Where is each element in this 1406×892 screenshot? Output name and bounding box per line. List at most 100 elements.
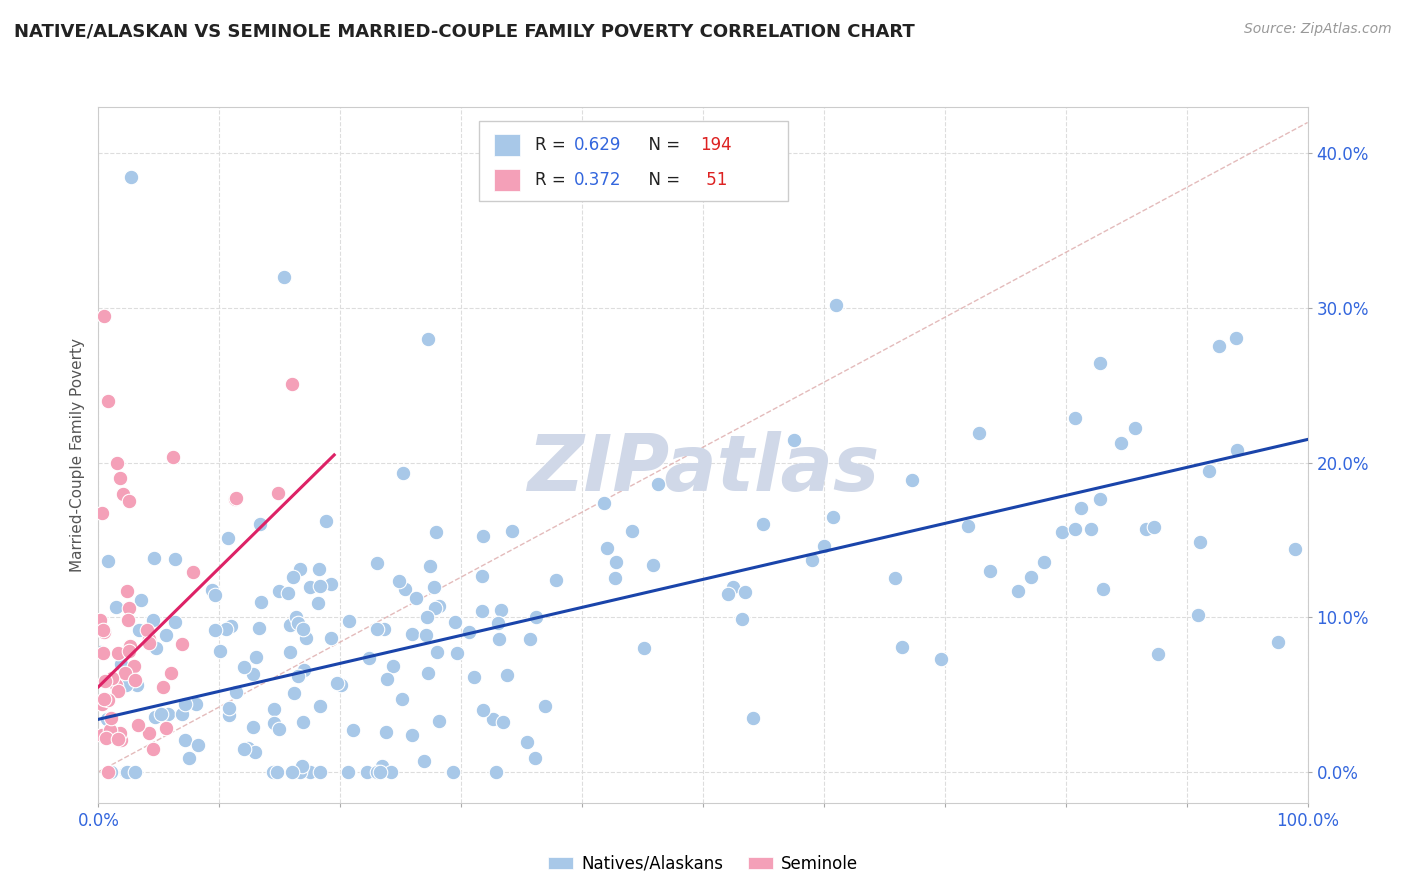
Point <box>824 298 846 312</box>
Point <box>118 640 141 655</box>
Point <box>97 393 120 408</box>
Point <box>204 589 226 603</box>
Point <box>884 571 907 585</box>
Point <box>366 764 388 779</box>
Point <box>308 764 330 779</box>
Point <box>401 627 423 641</box>
Text: R =: R = <box>534 136 571 154</box>
Point <box>214 622 236 636</box>
Point <box>118 494 141 508</box>
Point <box>93 309 115 323</box>
Point <box>267 584 290 599</box>
Point <box>299 764 322 779</box>
Point <box>342 723 364 737</box>
Point <box>1123 421 1146 435</box>
Text: R =: R = <box>534 170 571 189</box>
Point <box>157 706 180 721</box>
Point <box>1019 570 1042 584</box>
Point <box>118 644 141 658</box>
Point <box>138 632 160 646</box>
Point <box>97 764 120 779</box>
Point <box>236 741 259 756</box>
Point <box>486 616 509 631</box>
Point <box>100 711 122 725</box>
Point <box>262 764 284 779</box>
Point <box>97 554 120 568</box>
Point <box>291 714 314 729</box>
Point <box>283 570 305 584</box>
Point <box>1070 500 1092 515</box>
Point <box>489 603 512 617</box>
Point <box>225 491 247 505</box>
Text: 0.629: 0.629 <box>574 136 621 154</box>
Point <box>250 595 273 609</box>
Point <box>117 613 139 627</box>
Point <box>163 615 186 629</box>
Point <box>309 579 332 593</box>
Point <box>1187 608 1209 623</box>
Point <box>183 566 205 580</box>
Text: Source: ZipAtlas.com: Source: ZipAtlas.com <box>1244 22 1392 37</box>
Point <box>108 725 131 739</box>
Point <box>415 628 437 642</box>
Point <box>204 623 226 637</box>
Y-axis label: Married-Couple Family Poverty: Married-Couple Family Poverty <box>70 338 86 572</box>
Point <box>1080 522 1102 536</box>
Point <box>544 573 567 587</box>
Point <box>105 678 128 692</box>
Point <box>108 471 131 485</box>
Point <box>416 610 439 624</box>
Point <box>174 733 197 747</box>
Point <box>145 640 167 655</box>
Point <box>394 582 416 596</box>
Point <box>209 643 232 657</box>
Point <box>277 585 299 599</box>
Point <box>427 599 450 613</box>
Point <box>280 376 302 391</box>
Point <box>107 732 129 747</box>
Bar <box>494 135 520 156</box>
Point <box>307 596 329 610</box>
Point <box>377 673 399 687</box>
Point <box>471 604 494 618</box>
Point <box>742 711 765 725</box>
Point <box>356 764 378 779</box>
Point <box>107 646 129 660</box>
Point <box>165 551 187 566</box>
Point <box>458 624 481 639</box>
Point <box>488 632 510 647</box>
Point <box>124 673 146 688</box>
Point <box>93 625 115 640</box>
Point <box>1109 435 1132 450</box>
Point <box>621 524 644 538</box>
Point <box>813 539 835 553</box>
Point <box>263 702 285 716</box>
Point <box>752 516 775 531</box>
Point <box>278 645 301 659</box>
Point <box>93 692 115 706</box>
Text: ZIPatlas: ZIPatlas <box>527 431 879 507</box>
Point <box>138 725 160 739</box>
Text: NATIVE/ALASKAN VS SEMINOLE MARRIED-COUPLE FAMILY POVERTY CORRELATION CHART: NATIVE/ALASKAN VS SEMINOLE MARRIED-COUPL… <box>14 22 915 40</box>
Point <box>287 669 309 683</box>
Point <box>162 450 184 464</box>
Text: 194: 194 <box>700 136 733 154</box>
Point <box>110 733 132 747</box>
Point <box>201 583 224 598</box>
Point <box>90 698 112 712</box>
Point <box>243 745 266 759</box>
Point <box>242 666 264 681</box>
Point <box>366 622 388 636</box>
Text: N =: N = <box>638 170 685 189</box>
Point <box>142 551 165 566</box>
Point <box>605 555 627 569</box>
Point <box>127 717 149 731</box>
Point <box>281 764 304 779</box>
Point <box>1033 555 1056 569</box>
Point <box>392 467 415 481</box>
Point <box>1188 534 1211 549</box>
Point <box>731 611 754 625</box>
Point <box>217 531 239 545</box>
Point <box>247 621 270 635</box>
Point <box>321 631 343 645</box>
